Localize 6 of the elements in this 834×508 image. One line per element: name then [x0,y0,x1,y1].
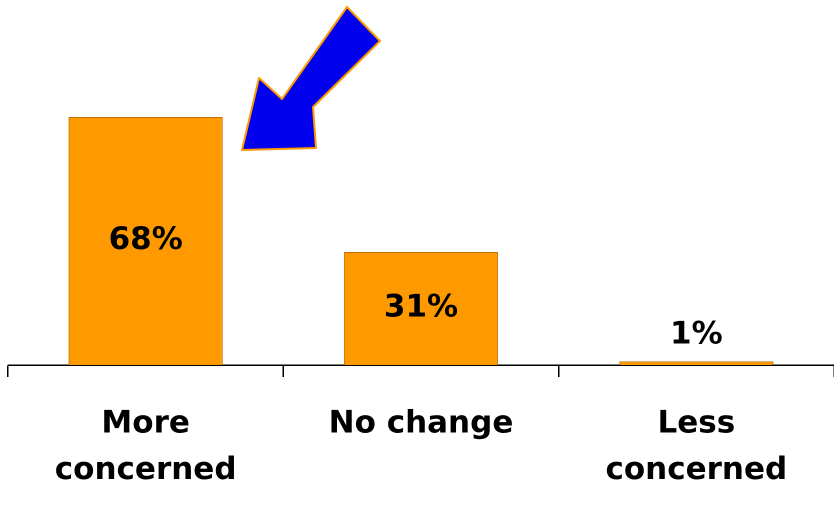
x-tick-label: Less concerned [605,404,788,487]
x-tick-label: No change [328,404,514,440]
x-tick-label: More concerned [54,404,237,487]
data-label: 68% [108,221,183,258]
data-label: 31% [384,288,458,325]
data-label: 1% [670,315,723,352]
